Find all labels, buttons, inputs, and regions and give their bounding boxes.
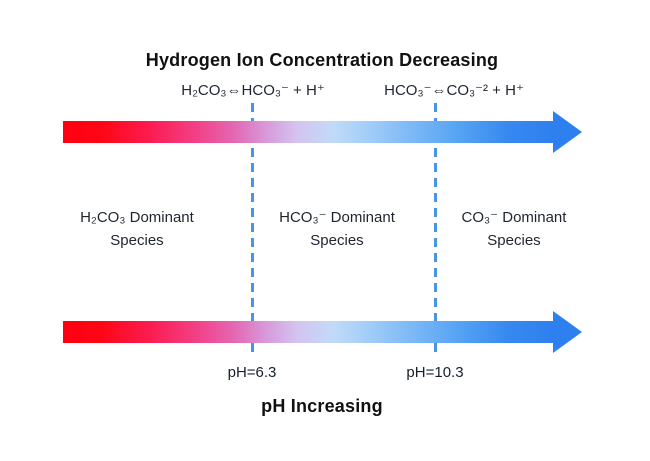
gradient-arrow-top-body (63, 121, 553, 143)
region-label-hco3-dominant: HCO₃⁻ Dominant Species (279, 206, 395, 252)
region-label-line2: Species (110, 232, 164, 249)
region-label-line1: H₂CO₃ Dominant (80, 209, 194, 226)
region-label-line2: Species (310, 232, 364, 249)
top-title: Hydrogen Ion Concentration Decreasing (145, 50, 499, 70)
gradient-arrow-top (63, 111, 583, 153)
ph-label-10-3: pH=10.3 (406, 364, 464, 381)
region-label-line2: Species (487, 232, 541, 249)
gradient-arrow-top-arrowhead-icon (553, 111, 582, 153)
region-label-line1: HCO₃⁻ Dominant (279, 209, 395, 226)
region-label-h2co3-dominant: H₂CO₃ Dominant Species (80, 206, 194, 252)
equation-bicarbonate-to-carbonate: HCO₃⁻⇔CO₃⁻² + H⁺ (384, 82, 524, 99)
gradient-arrow-bottom-arrowhead-icon (553, 311, 582, 353)
boundary-dashed-line-ph-10-3 (434, 103, 437, 355)
gradient-arrow-bottom (63, 311, 583, 353)
boundary-dashed-line-ph-6-3 (251, 103, 254, 355)
ph-label-6-3: pH=6.3 (227, 364, 277, 381)
region-label-line1: CO₃⁻ Dominant (461, 209, 567, 226)
bottom-title: pH Increasing (261, 396, 383, 416)
equation-carbonic-to-bicarbonate: H₂CO₃⇔HCO₃⁻ + H⁺ (181, 82, 325, 99)
gradient-arrow-bottom-body (63, 321, 553, 343)
region-label-co3-dominant: CO₃⁻ Dominant Species (462, 206, 567, 252)
